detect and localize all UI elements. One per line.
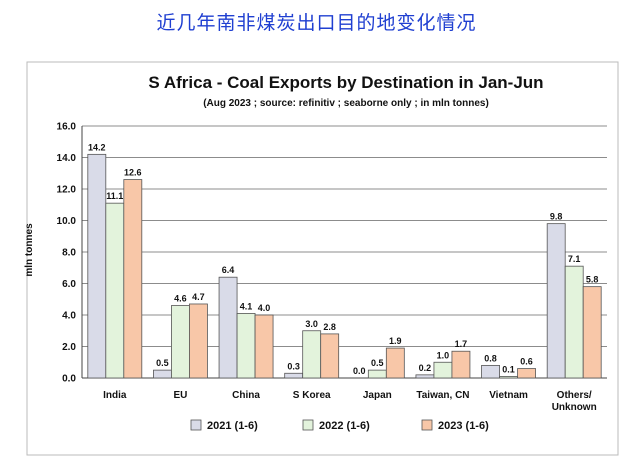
x-tick-label: S Korea <box>293 390 331 401</box>
y-tick-label: 16.0 <box>57 122 77 133</box>
bar <box>451 350 471 379</box>
data-label: 0.3 <box>287 361 300 371</box>
y-tick-label: 4.0 <box>62 311 76 322</box>
bar <box>284 372 304 379</box>
y-tick-label: 10.0 <box>57 216 77 227</box>
data-label: 4.6 <box>174 294 187 304</box>
bar <box>499 376 518 379</box>
bar <box>302 330 322 379</box>
data-label: 0.6 <box>520 357 533 367</box>
bar <box>105 202 125 379</box>
y-axis-label: mln tonnes <box>24 223 35 277</box>
bar <box>320 333 340 379</box>
data-label: 7.1 <box>568 254 581 264</box>
data-label: 9.8 <box>550 212 563 222</box>
data-label: 3.0 <box>305 319 318 329</box>
x-tick-label: Japan <box>363 390 392 401</box>
bar <box>415 374 435 379</box>
bar <box>517 368 536 379</box>
data-label: 5.8 <box>586 275 599 285</box>
data-label: 0.5 <box>156 358 169 368</box>
y-tick-label: 12.0 <box>57 185 77 196</box>
legend-label: 2021 (1-6) <box>207 420 258 432</box>
page-header-title: 近几年南非煤炭出口目的地变化情况 <box>156 12 477 34</box>
legend-swatch <box>302 419 314 431</box>
bar <box>433 361 453 379</box>
data-label: 0.2 <box>419 363 432 373</box>
data-label: 1.7 <box>455 339 468 349</box>
chart-subtitle: (Aug 2023 ; source: refinitiv ; seaborne… <box>203 98 489 109</box>
data-label: 2.8 <box>323 322 336 332</box>
y-tick-label: 8.0 <box>62 248 76 259</box>
legend-label: 2022 (1-6) <box>319 420 370 432</box>
y-tick-label: 0.0 <box>62 374 76 385</box>
data-label: 4.0 <box>258 303 271 313</box>
legend-swatch <box>190 419 202 431</box>
bar <box>171 305 190 379</box>
x-tick-label: India <box>103 390 127 401</box>
bar <box>385 347 405 379</box>
bar <box>236 313 256 379</box>
data-label: 1.9 <box>389 336 402 346</box>
y-tick-label: 6.0 <box>62 279 76 290</box>
data-label: 0.1 <box>502 364 515 374</box>
data-label: 0.8 <box>484 353 497 363</box>
data-label: 0.5 <box>371 358 384 368</box>
x-tick-label: Others/Unknown <box>552 390 597 413</box>
bar <box>367 369 387 379</box>
bar <box>546 223 566 379</box>
bar <box>189 303 208 379</box>
data-label: 1.0 <box>437 350 450 360</box>
bar <box>87 153 107 379</box>
y-tick-label: 2.0 <box>62 342 76 353</box>
legend-label: 2023 (1-6) <box>438 420 489 432</box>
x-tick-label: EU <box>173 390 187 401</box>
data-label: 4.7 <box>192 292 205 302</box>
data-label: 12.6 <box>124 168 142 178</box>
x-tick-label: China <box>232 390 260 401</box>
data-label: 4.1 <box>240 301 253 311</box>
x-tick-label: Vietnam <box>489 390 528 401</box>
bar <box>582 286 602 379</box>
bar <box>564 265 584 379</box>
data-label: 0.0 <box>353 366 366 376</box>
data-label: 11.1 <box>106 191 123 201</box>
chart-title: S Africa - Coal Exports by Destination i… <box>148 73 543 92</box>
plot-area: 0.0 2.0 4.0 6.0 8.0 10.0 12.0 14.0 16.0 14.2 11.1 1… <box>57 122 607 413</box>
bar <box>254 314 274 379</box>
bar <box>153 369 172 379</box>
bar <box>123 179 143 379</box>
x-tick-label: Taiwan, CN <box>416 390 469 401</box>
data-label: 14.2 <box>88 142 106 152</box>
legend: 2021 (1-6) 2022 (1-6) 2023 (1-6) <box>190 419 489 432</box>
y-tick-label: 14.0 <box>57 153 77 164</box>
legend-swatch <box>421 419 433 431</box>
bar <box>218 276 238 379</box>
bar <box>481 364 500 379</box>
data-label: 6.4 <box>222 265 235 275</box>
